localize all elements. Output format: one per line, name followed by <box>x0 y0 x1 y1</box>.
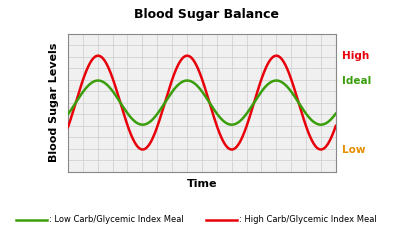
X-axis label: Time: Time <box>187 179 217 189</box>
Text: : Low Carb/Glycemic Index Meal: : Low Carb/Glycemic Index Meal <box>49 215 184 224</box>
Text: Ideal: Ideal <box>342 76 371 85</box>
Y-axis label: Blood Sugar Levels: Blood Sugar Levels <box>49 43 59 162</box>
Text: : High Carb/Glycemic Index Meal: : High Carb/Glycemic Index Meal <box>239 215 377 224</box>
Text: High: High <box>342 51 369 61</box>
Text: Low: Low <box>342 144 365 155</box>
Text: Blood Sugar Balance: Blood Sugar Balance <box>133 8 279 21</box>
